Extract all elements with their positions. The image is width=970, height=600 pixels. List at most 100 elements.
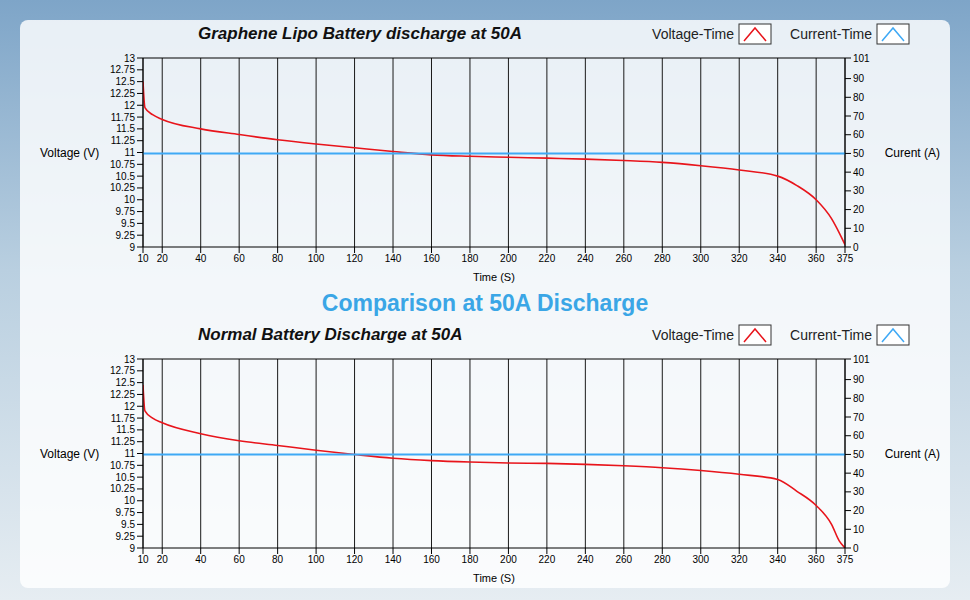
svg-text:9.75: 9.75: [116, 507, 136, 518]
svg-text:60: 60: [234, 554, 246, 565]
svg-text:12.25: 12.25: [110, 88, 135, 99]
svg-text:320: 320: [731, 554, 748, 565]
svg-text:12: 12: [124, 100, 136, 111]
svg-text:80: 80: [853, 393, 865, 404]
svg-text:Curent (A): Curent (A): [885, 146, 940, 160]
svg-text:200: 200: [500, 253, 517, 264]
svg-text:12: 12: [124, 401, 136, 412]
svg-text:Time (S): Time (S): [473, 572, 515, 584]
svg-text:9.75: 9.75: [116, 206, 136, 217]
svg-text:Voltage (V): Voltage (V): [40, 146, 99, 160]
svg-text:10: 10: [137, 253, 149, 264]
svg-text:40: 40: [853, 468, 865, 479]
svg-text:280: 280: [654, 554, 671, 565]
svg-text:200: 200: [500, 554, 517, 565]
svg-text:10.5: 10.5: [116, 472, 136, 483]
svg-text:240: 240: [577, 253, 594, 264]
svg-text:220: 220: [539, 554, 556, 565]
svg-text:11.25: 11.25: [111, 436, 136, 447]
svg-text:140: 140: [385, 554, 402, 565]
svg-text:300: 300: [692, 253, 709, 264]
svg-text:280: 280: [654, 253, 671, 264]
svg-text:12.75: 12.75: [110, 365, 135, 376]
svg-text:360: 360: [808, 554, 825, 565]
svg-text:13: 13: [124, 53, 136, 64]
svg-text:260: 260: [615, 253, 632, 264]
svg-text:375: 375: [837, 554, 854, 565]
svg-text:13: 13: [124, 354, 136, 365]
svg-text:30: 30: [853, 185, 865, 196]
svg-text:10: 10: [124, 495, 136, 506]
svg-text:20: 20: [157, 554, 169, 565]
svg-text:220: 220: [539, 253, 556, 264]
svg-text:11.5: 11.5: [116, 424, 135, 435]
svg-text:101: 101: [853, 53, 870, 64]
svg-text:0: 0: [853, 242, 859, 253]
svg-text:9.25: 9.25: [116, 531, 136, 542]
svg-text:10.75: 10.75: [110, 460, 135, 471]
svg-text:240: 240: [577, 554, 594, 565]
svg-text:9.25: 9.25: [116, 230, 136, 241]
svg-text:20: 20: [853, 505, 865, 516]
svg-text:300: 300: [692, 554, 709, 565]
svg-text:160: 160: [423, 554, 440, 565]
svg-text:360: 360: [808, 253, 825, 264]
svg-text:11.5: 11.5: [116, 123, 135, 134]
svg-text:12.75: 12.75: [110, 64, 135, 75]
svg-text:10.5: 10.5: [116, 171, 136, 182]
svg-text:11: 11: [125, 448, 136, 459]
svg-text:Curent (A): Curent (A): [885, 447, 940, 461]
svg-text:70: 70: [853, 412, 865, 423]
svg-text:10.25: 10.25: [110, 182, 135, 193]
svg-text:80: 80: [853, 92, 865, 103]
svg-text:10.25: 10.25: [110, 483, 135, 494]
svg-text:11: 11: [125, 147, 136, 158]
svg-text:11.75: 11.75: [111, 112, 136, 123]
svg-text:9: 9: [129, 543, 135, 554]
svg-text:12.5: 12.5: [116, 377, 136, 388]
svg-text:9.5: 9.5: [121, 519, 135, 530]
svg-text:120: 120: [346, 253, 363, 264]
svg-text:160: 160: [423, 253, 440, 264]
svg-text:60: 60: [853, 430, 865, 441]
svg-text:9: 9: [129, 242, 135, 253]
svg-text:90: 90: [853, 374, 865, 385]
svg-text:260: 260: [615, 554, 632, 565]
svg-text:40: 40: [195, 253, 207, 264]
svg-text:101: 101: [853, 354, 870, 365]
svg-text:340: 340: [769, 554, 786, 565]
svg-text:80: 80: [272, 554, 284, 565]
svg-text:60: 60: [234, 253, 246, 264]
svg-text:180: 180: [462, 253, 479, 264]
svg-text:20: 20: [157, 253, 169, 264]
svg-text:10.75: 10.75: [110, 159, 135, 170]
svg-text:30: 30: [853, 486, 865, 497]
svg-text:11.75: 11.75: [111, 413, 136, 424]
svg-text:180: 180: [462, 554, 479, 565]
svg-text:100: 100: [308, 253, 325, 264]
svg-text:12.25: 12.25: [110, 389, 135, 400]
svg-text:11.25: 11.25: [111, 135, 136, 146]
svg-text:40: 40: [853, 167, 865, 178]
svg-text:375: 375: [837, 253, 854, 264]
svg-text:320: 320: [731, 253, 748, 264]
svg-text:20: 20: [853, 204, 865, 215]
svg-text:40: 40: [195, 554, 207, 565]
svg-text:80: 80: [272, 253, 284, 264]
svg-text:70: 70: [853, 111, 865, 122]
svg-text:Voltage (V): Voltage (V): [40, 447, 99, 461]
svg-text:120: 120: [346, 554, 363, 565]
svg-text:340: 340: [769, 253, 786, 264]
svg-text:50: 50: [853, 148, 865, 159]
svg-text:10: 10: [137, 554, 149, 565]
svg-text:100: 100: [308, 554, 325, 565]
svg-text:50: 50: [853, 449, 865, 460]
svg-text:140: 140: [385, 253, 402, 264]
svg-text:10: 10: [124, 194, 136, 205]
svg-text:60: 60: [853, 129, 865, 140]
svg-text:12.5: 12.5: [116, 76, 136, 87]
svg-text:Time (S): Time (S): [473, 271, 515, 283]
svg-text:10: 10: [853, 524, 865, 535]
svg-text:9.5: 9.5: [121, 218, 135, 229]
svg-text:90: 90: [853, 73, 865, 84]
